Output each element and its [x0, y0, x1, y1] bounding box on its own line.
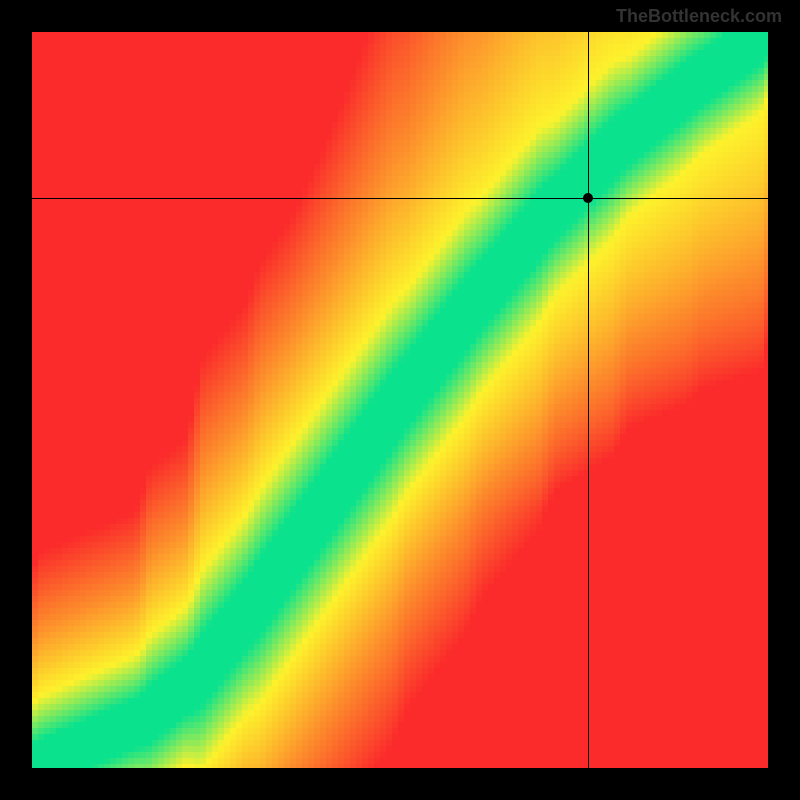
heatmap-chart [32, 32, 768, 768]
watermark-text: TheBottleneck.com [616, 6, 782, 27]
crosshair-marker-dot [583, 193, 593, 203]
heatmap-canvas [32, 32, 768, 768]
crosshair-vertical [588, 32, 589, 768]
crosshair-horizontal [32, 198, 768, 199]
